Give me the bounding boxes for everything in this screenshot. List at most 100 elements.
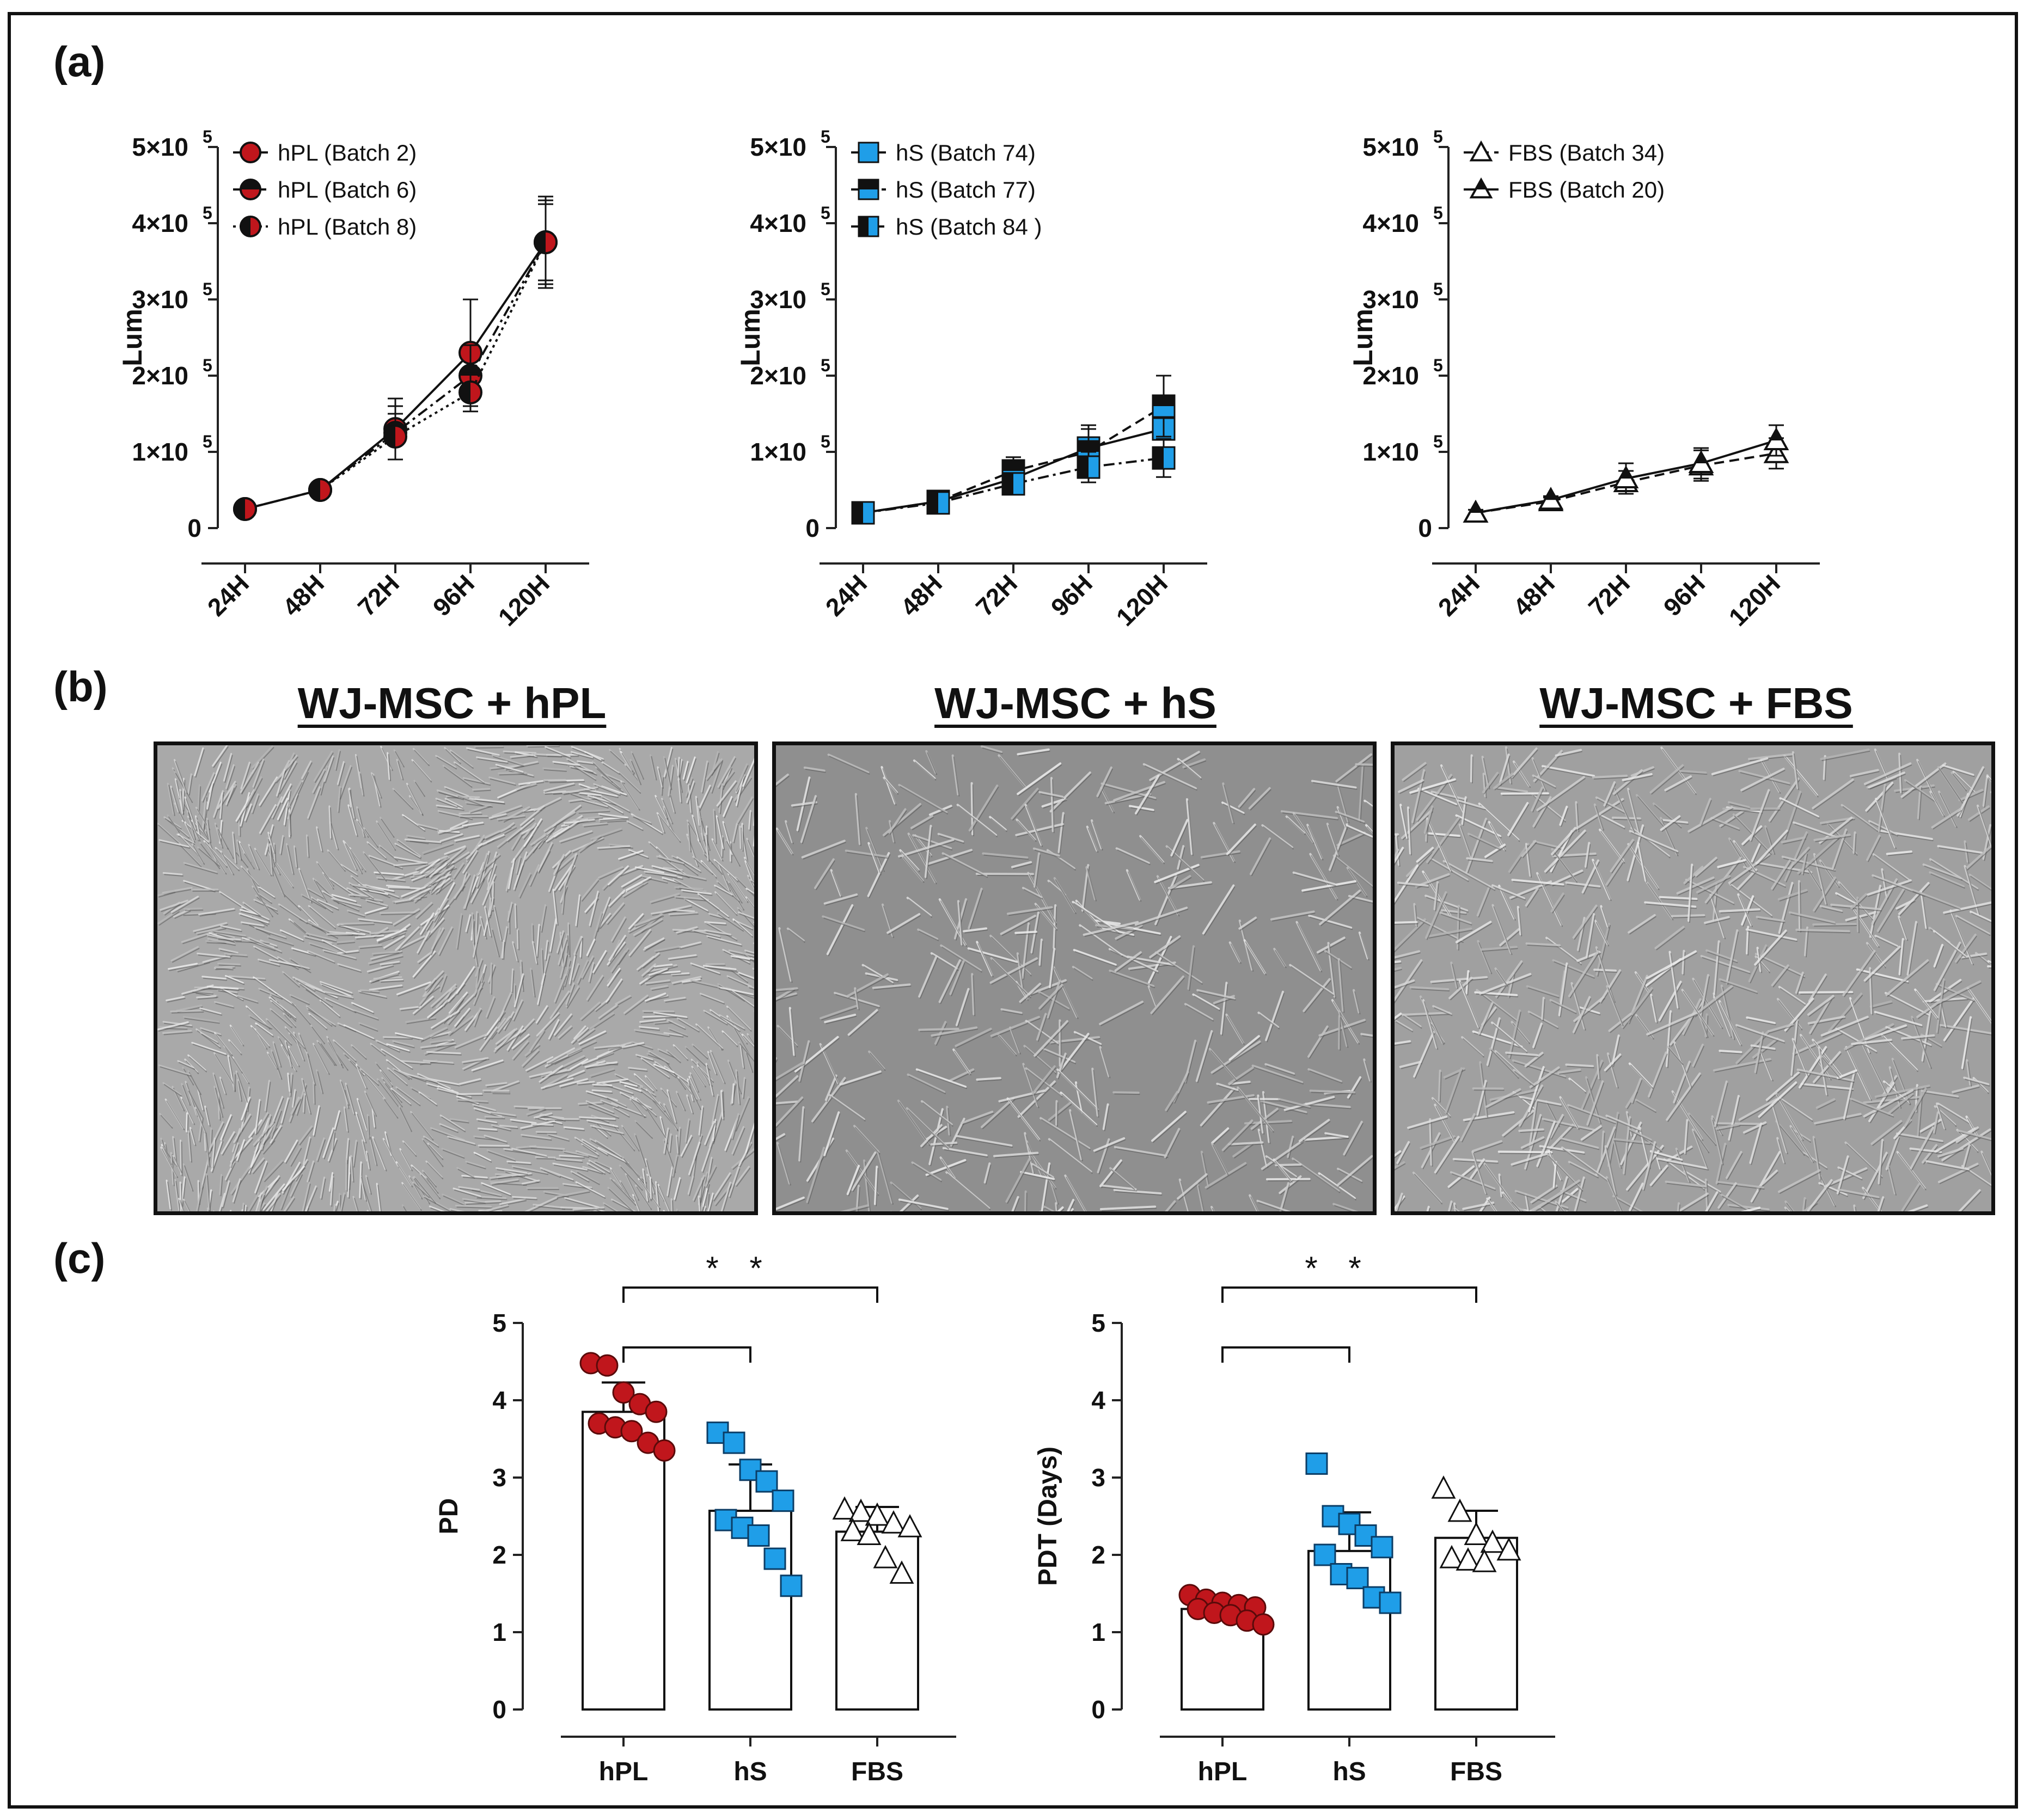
data-point (1371, 1536, 1393, 1559)
x-tick-label: FBS (851, 1757, 903, 1786)
line-chart-hs: 0 1×10 5 2×10 5 3×10 5 4×10 5 5×10 5 Lum 24H 48H 72H 96… (735, 127, 1207, 632)
micrograph-hpl (154, 742, 758, 1215)
data-point (383, 425, 407, 449)
x-tick-label: hS (733, 1757, 767, 1786)
data-point (1313, 1543, 1336, 1566)
significance-stars: * * (706, 1250, 773, 1286)
data-point (1152, 394, 1176, 418)
data-point (1379, 1591, 1402, 1614)
y-tick-label: 5 (1091, 1309, 1105, 1337)
y-tick-label: 2 (492, 1541, 506, 1569)
micrograph-background (776, 745, 1373, 1211)
y-tick-label: 0 (187, 514, 201, 542)
data-point (1001, 472, 1025, 496)
data-point (1480, 1529, 1505, 1553)
legend-marker (858, 216, 879, 237)
micrograph-hs-image (776, 745, 1373, 1211)
legend-marker (240, 216, 261, 237)
data-point (1252, 1613, 1275, 1636)
bar-group-hpl: hPL (579, 1352, 676, 1786)
legend-label: hPL (Batch 8) (278, 214, 417, 240)
x-tick-label: 96H (427, 569, 480, 621)
data-point (851, 501, 875, 525)
y-tick-label: 4 (492, 1386, 506, 1414)
y-tick-label: 3×10 (750, 285, 806, 314)
legend-entry-1: hPL (Batch 6) (233, 177, 417, 203)
bar-group-hs: hS (706, 1421, 803, 1786)
data-point (1346, 1567, 1369, 1590)
y-tick-exponent: 5 (1433, 279, 1443, 299)
y-tick-label: 0 (1091, 1695, 1105, 1724)
x-tick-label: 120H (1111, 569, 1173, 632)
data-point (596, 1354, 619, 1377)
data-point (747, 1524, 770, 1547)
legend-entry-0: hS (Batch 74) (851, 140, 1036, 166)
y-tick-label: 5×10 (1362, 133, 1419, 161)
data-point (1077, 455, 1100, 479)
data-point (723, 1431, 745, 1454)
legend-marker (1469, 177, 1493, 199)
bar-group-hs: hS (1305, 1452, 1402, 1786)
significance-bracket-long (622, 1286, 878, 1303)
x-tick-label: 120H (493, 569, 555, 632)
y-tick-exponent: 5 (821, 127, 830, 146)
y-tick-label: 3 (1091, 1463, 1105, 1492)
data-point (1538, 487, 1564, 510)
x-tick-label: 72H (970, 569, 1023, 621)
data-point (653, 1439, 676, 1462)
series-0 (233, 195, 558, 521)
data-point (1464, 1522, 1489, 1545)
bar (582, 1411, 665, 1711)
y-tick-label: 5×10 (750, 133, 806, 161)
legend-marker (858, 179, 879, 200)
legend-marker (858, 142, 879, 163)
y-tick-exponent: 5 (1433, 432, 1443, 451)
y-tick-label: 0 (492, 1695, 506, 1724)
legend-label: hS (Batch 74) (896, 140, 1036, 166)
x-tick-label: 120H (1723, 569, 1786, 632)
y-tick-exponent: 5 (821, 279, 830, 299)
x-tick-label: 96H (1045, 569, 1098, 621)
bar-group-fbs: FBS (1431, 1475, 1521, 1786)
x-tick-label: 48H (1508, 569, 1560, 621)
cell-layer (157, 745, 754, 1211)
y-tick-label: 2 (1091, 1541, 1105, 1569)
data-point (772, 1490, 794, 1512)
data-point (1152, 446, 1176, 470)
y-axis-label: Lum (735, 309, 766, 366)
y-tick-label: 1×10 (132, 438, 188, 466)
data-point (873, 1545, 898, 1568)
legend-label: hPL (Batch 6) (278, 177, 417, 203)
series-line (244, 241, 547, 510)
data-point (534, 230, 558, 254)
micrograph-title-hs: WJ-MSC + hS (934, 679, 1216, 727)
significance-bracket-short (622, 1346, 751, 1363)
data-point (865, 1502, 890, 1526)
bar-group-fbs: FBS (832, 1496, 922, 1786)
y-tick-exponent: 5 (821, 203, 830, 223)
legend-label: hS (Batch 84 ) (896, 214, 1042, 240)
y-tick-exponent: 5 (203, 127, 212, 146)
y-tick-exponent: 5 (203, 432, 212, 451)
series-1 (233, 199, 558, 521)
bar-group-hpl: hPL (1178, 1584, 1275, 1786)
bar (708, 1510, 792, 1711)
panel-label-a: (a) (53, 38, 106, 85)
cell-layer (1395, 746, 1991, 1211)
data-point (755, 1470, 778, 1493)
data-point (763, 1547, 786, 1570)
series-1 (851, 375, 1176, 525)
x-tick-label: hPL (599, 1757, 649, 1786)
y-tick-label: 3×10 (1362, 285, 1419, 314)
micrograph-hpl-image (157, 745, 754, 1211)
data-point (612, 1381, 635, 1404)
y-axis-label: Lum (1348, 309, 1378, 366)
x-tick-label: FBS (1450, 1757, 1502, 1786)
y-tick-label: 5×10 (132, 133, 188, 161)
y-axis-label: Lum (117, 309, 148, 366)
x-tick-label: hS (1332, 1757, 1366, 1786)
y-tick-exponent: 5 (203, 279, 212, 299)
x-tick-label: hPL (1198, 1757, 1248, 1786)
y-tick-label: 4 (1091, 1386, 1105, 1414)
x-tick-label: 72H (352, 569, 405, 621)
